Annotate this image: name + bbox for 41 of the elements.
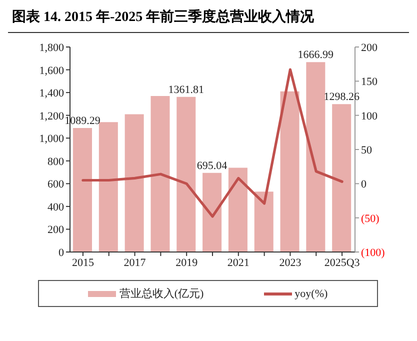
chart-title: 图表 14. 2015 年-2025 年前三季度总营业收入情况 xyxy=(8,8,409,33)
data-label: 695.04 xyxy=(196,160,228,172)
data-label: 1666.99 xyxy=(298,49,334,62)
y2-tick-label: 50 xyxy=(361,144,372,156)
y-tick-label: 1,400 xyxy=(39,88,64,100)
bar xyxy=(176,96,196,252)
y2-tick-label: 0 xyxy=(361,178,367,191)
y2-tick-label: 100 xyxy=(361,110,378,122)
legend-label: 营业总收入(亿元) xyxy=(118,287,204,301)
y2-tick-label: 200 xyxy=(361,42,378,54)
y-tick-label: 600 xyxy=(48,178,64,191)
bar xyxy=(306,62,326,252)
y-tick-label: 1,600 xyxy=(39,64,64,77)
y-tick-label: 400 xyxy=(48,201,64,214)
x-tick-label: 2025Q3 xyxy=(324,256,360,269)
x-tick-label: 2021 xyxy=(227,256,250,269)
x-tick-label: 2017 xyxy=(124,256,146,269)
y-tick-label: 1,800 xyxy=(39,42,64,54)
x-tick-label: 2019 xyxy=(176,256,198,269)
bar xyxy=(98,122,118,252)
bar xyxy=(280,91,300,252)
y-tick-label: 0 xyxy=(58,247,64,259)
y-tick-label: 800 xyxy=(48,156,64,168)
y2-tick-label: 150 xyxy=(361,76,378,88)
data-label: 1361.81 xyxy=(168,84,204,96)
data-label: 1298.26 xyxy=(324,91,360,104)
bar xyxy=(150,96,170,252)
y2-tick-label: (50) xyxy=(361,212,380,225)
y-tick-label: 1,200 xyxy=(39,110,64,122)
y2-tick-label: (100) xyxy=(361,247,386,259)
legend-label: yoy(%) xyxy=(294,286,328,301)
x-tick-label: 2023 xyxy=(279,256,302,269)
y-tick-label: 200 xyxy=(48,224,64,236)
bar xyxy=(332,104,352,252)
bar xyxy=(124,114,144,252)
x-tick-label: 2015 xyxy=(72,256,94,269)
bar xyxy=(228,168,248,252)
bar xyxy=(202,172,222,252)
bar xyxy=(254,192,274,252)
y-tick-label: 1,000 xyxy=(39,133,64,146)
bar xyxy=(73,128,92,252)
